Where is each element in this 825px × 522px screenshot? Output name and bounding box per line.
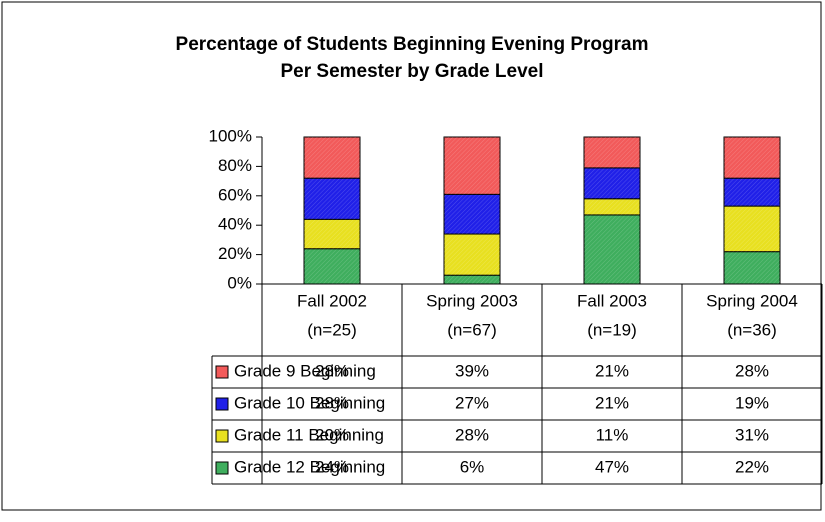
bar-hatch: [444, 234, 500, 276]
bar-hatch: [444, 275, 500, 284]
data-label: 21%: [595, 393, 629, 412]
data-label: 31%: [735, 425, 769, 444]
legend-label: Grade 9 Beginning: [234, 361, 376, 380]
y-tick-label: 60%: [218, 185, 252, 204]
bar-hatch: [724, 251, 780, 284]
bar-hatch: [304, 219, 360, 249]
y-tick-label: 100%: [209, 126, 252, 145]
data-label: 20%: [315, 425, 349, 444]
data-label: 27%: [455, 393, 489, 412]
x-tick-note: (n=67): [447, 320, 497, 339]
legend-swatch: [215, 429, 229, 443]
chart-title: Per Semester by Grade Level: [281, 61, 544, 82]
x-tick-note: (n=19): [587, 320, 637, 339]
bar-hatch: [444, 194, 500, 235]
x-tick-label: Fall 2002: [297, 291, 367, 310]
bar-hatch: [304, 137, 360, 179]
data-label: 28%: [455, 425, 489, 444]
bar-hatch: [584, 167, 640, 199]
x-tick-label: Spring 2004: [706, 291, 798, 310]
bar-hatch: [584, 137, 640, 168]
x-tick-note: (n=36): [727, 320, 777, 339]
data-label: 24%: [315, 457, 349, 476]
legend-swatch: [215, 461, 229, 475]
data-label: 19%: [735, 393, 769, 412]
data-label: 6%: [460, 457, 485, 476]
chart-frame: [1, 1, 822, 511]
bar-hatch: [584, 198, 640, 215]
data-label: 39%: [455, 361, 489, 380]
bar-hatch: [724, 137, 780, 179]
y-tick-label: 0%: [227, 273, 252, 292]
x-tick-note: (n=25): [307, 320, 357, 339]
legend-label: Grade 11 Beginning: [234, 425, 384, 444]
data-label: 22%: [735, 457, 769, 476]
bar-hatch: [304, 248, 360, 284]
chart-title: Percentage of Students Beginning Evening…: [176, 34, 649, 55]
data-label: 47%: [595, 457, 629, 476]
x-tick-label: Fall 2003: [577, 291, 647, 310]
bar-hatch: [724, 206, 780, 252]
legend-swatch: [215, 365, 229, 379]
y-tick-label: 80%: [218, 156, 252, 175]
bar-hatch: [304, 178, 360, 220]
bar-hatch: [444, 137, 500, 195]
legend-label: Grade 10 Beginning: [234, 393, 385, 412]
y-tick-label: 20%: [218, 244, 252, 263]
y-tick-label: 40%: [218, 215, 252, 234]
x-tick-label: Spring 2003: [426, 291, 518, 310]
bar-hatch: [584, 214, 640, 284]
legend-label: Grade 12 Beginning: [234, 457, 385, 476]
legend-swatch: [215, 397, 229, 411]
bar-hatch: [724, 178, 780, 207]
data-label: 21%: [595, 361, 629, 380]
data-label: 28%: [735, 361, 769, 380]
data-label: 11%: [596, 425, 629, 444]
data-label: 28%: [315, 361, 349, 380]
data-label: 28%: [315, 393, 349, 412]
